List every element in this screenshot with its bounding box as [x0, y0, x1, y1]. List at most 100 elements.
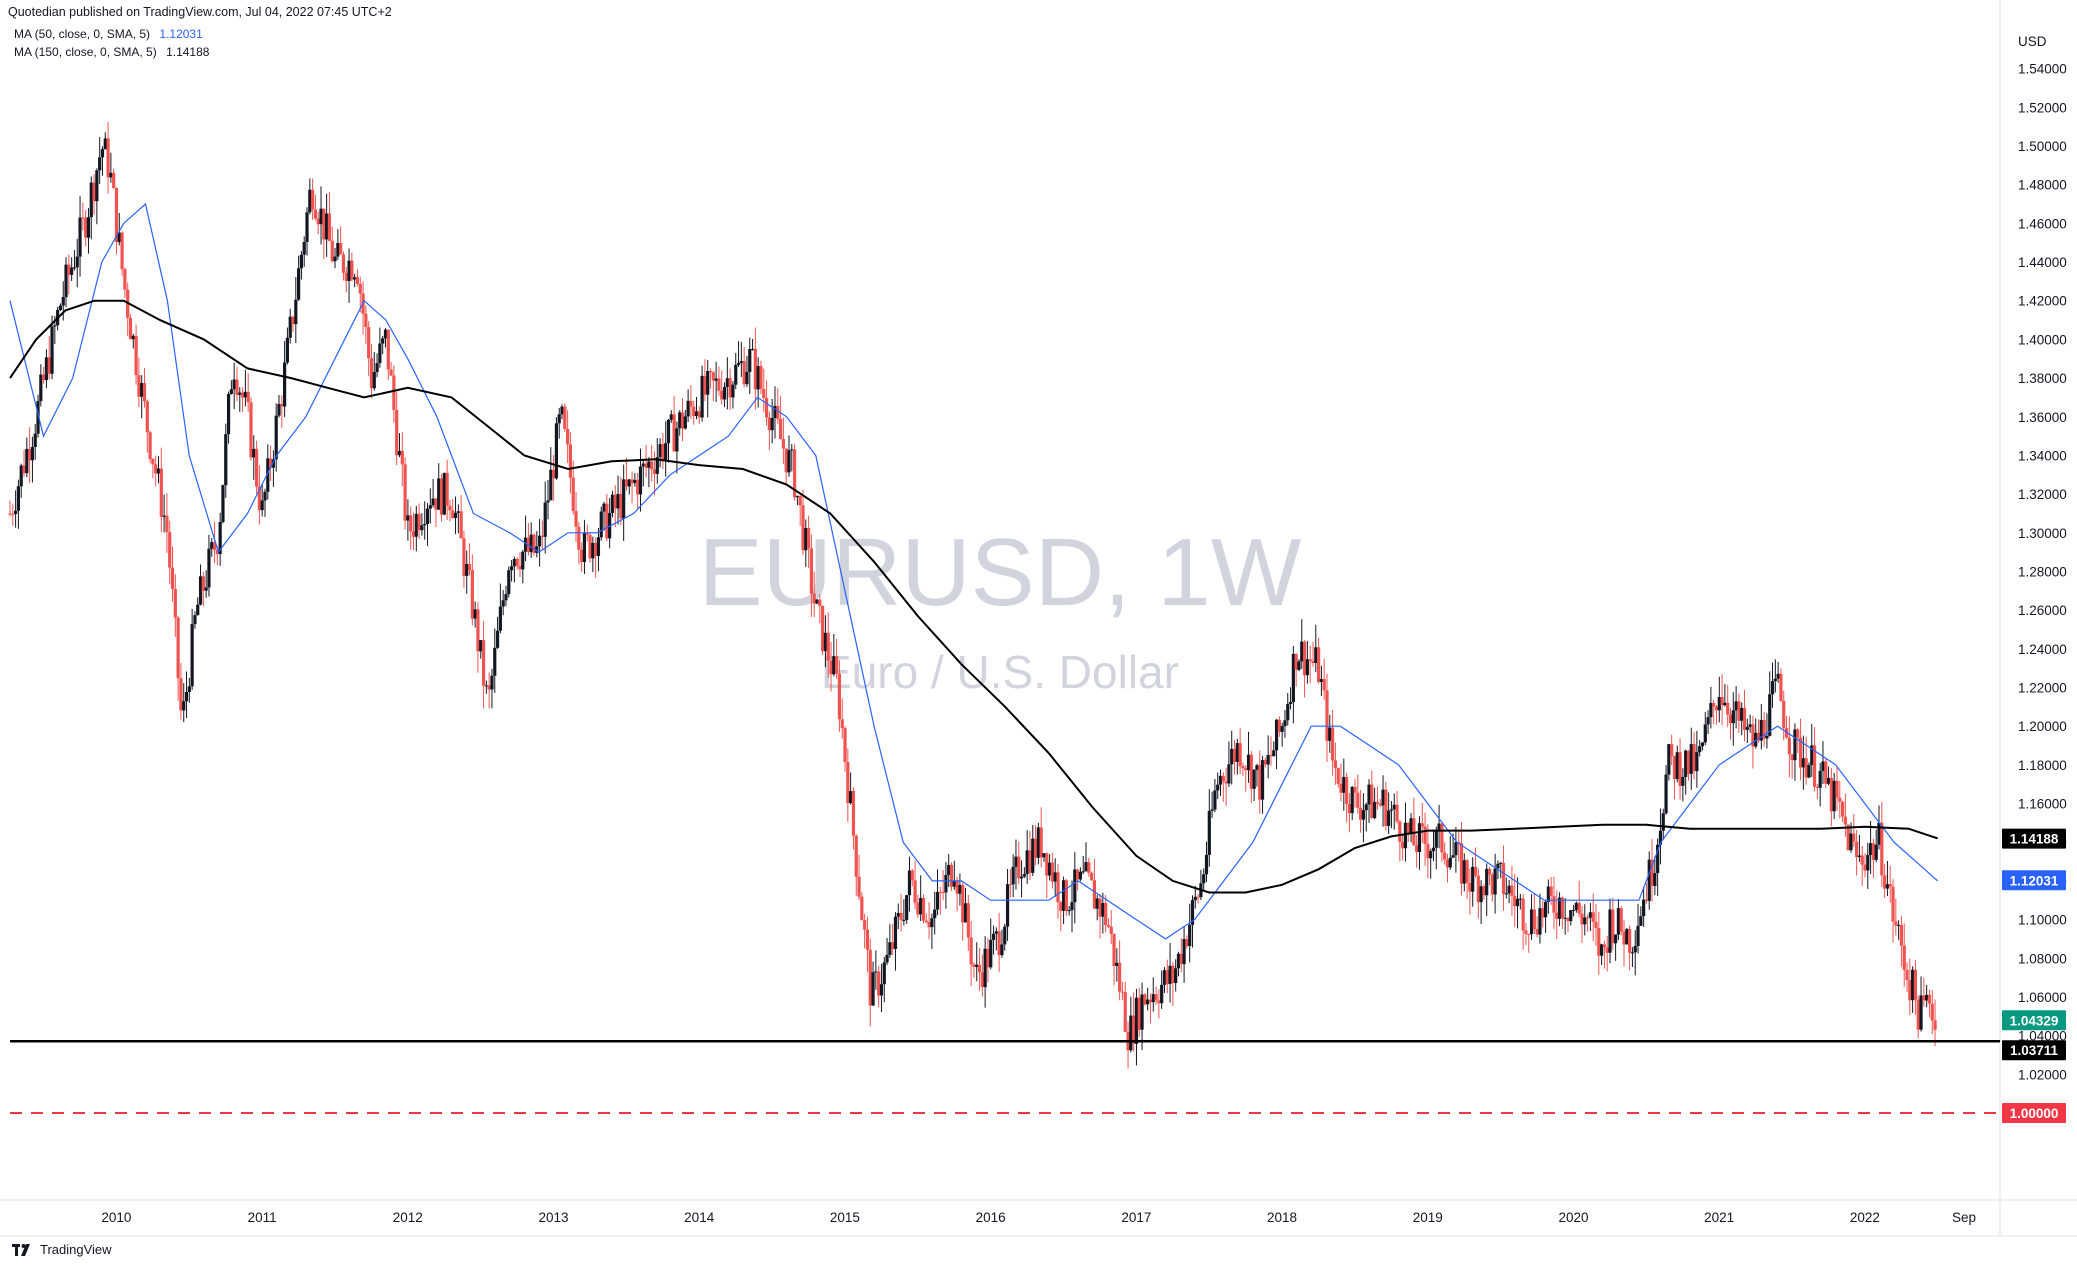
candle-body	[787, 450, 791, 473]
candle-body	[498, 606, 502, 631]
candle-body	[1773, 678, 1777, 682]
candle-body	[1067, 910, 1071, 912]
candle-body	[1644, 899, 1649, 901]
candle-body	[756, 366, 760, 390]
candle-body	[109, 172, 113, 178]
x-tick-label: 2020	[1558, 1210, 1588, 1225]
candle-body	[689, 400, 693, 407]
candle-body	[1028, 850, 1032, 873]
ma150-legend[interactable]: MA (150, close, 0, SMA, 5) 1.14188	[14, 45, 209, 59]
candle-body	[14, 510, 18, 515]
candle-body	[792, 449, 797, 498]
candle-body	[764, 397, 769, 418]
candle-body	[580, 549, 584, 563]
candle-body	[1154, 994, 1158, 1001]
candle-body	[941, 892, 945, 894]
candle-body	[1076, 869, 1080, 880]
candle-body	[1022, 874, 1026, 877]
candle-body	[1202, 874, 1206, 884]
candle-body	[238, 392, 242, 395]
candle-body	[1919, 995, 1923, 1030]
candle-body	[902, 919, 906, 921]
candle-body	[818, 599, 822, 606]
candle-body	[975, 964, 979, 967]
candle-body	[1619, 908, 1623, 932]
candle-body	[916, 902, 920, 915]
candle-body	[535, 546, 539, 553]
candle-body	[1678, 752, 1682, 786]
candle-body	[1333, 760, 1338, 768]
candle-body	[235, 379, 239, 395]
candle-body	[997, 931, 1001, 956]
candle-body	[190, 624, 194, 687]
candle-body	[1557, 897, 1562, 919]
candle-body	[1109, 926, 1113, 934]
candle-body	[1852, 833, 1856, 842]
candle-body	[420, 525, 424, 531]
candle-body	[1543, 901, 1548, 918]
candle-body	[369, 358, 374, 389]
candle-body	[1681, 777, 1685, 786]
candle-body	[591, 542, 595, 559]
candle-body	[78, 217, 82, 257]
candle-body	[874, 971, 878, 973]
candle-body	[1345, 776, 1349, 804]
y-tick-label: 1.38000	[2018, 371, 2067, 386]
candle-body	[938, 891, 942, 893]
candle-body	[879, 984, 884, 996]
candle-body	[353, 277, 357, 280]
candle-body	[1608, 909, 1612, 953]
candle-body	[479, 640, 483, 652]
candle-body	[708, 371, 713, 373]
candle-body	[935, 891, 940, 910]
candle-body	[308, 189, 312, 213]
candle-body	[1667, 744, 1671, 775]
candle-body	[367, 327, 371, 359]
candle-body	[428, 505, 432, 509]
candle-body	[1740, 707, 1744, 721]
candle-body	[700, 375, 704, 418]
candle-body	[1375, 801, 1380, 804]
candle-body	[159, 468, 163, 517]
candle-body	[739, 361, 743, 363]
candle-body	[176, 617, 180, 679]
candle-body	[930, 918, 934, 928]
candle-body	[1866, 854, 1870, 871]
candle-body	[100, 149, 105, 158]
ma50-legend[interactable]: MA (50, close, 0, SMA, 5) 1.12031	[14, 27, 203, 41]
candle-body	[44, 357, 49, 381]
candle-body	[249, 402, 253, 458]
candle-body	[1182, 939, 1186, 965]
candle-body	[1443, 852, 1447, 860]
candle-body	[1583, 917, 1587, 925]
candle-body	[1801, 758, 1805, 768]
candle-body	[411, 531, 416, 537]
candle-body	[1490, 874, 1494, 895]
candle-body	[140, 383, 144, 397]
y-tick-label: 1.28000	[2018, 564, 2067, 579]
candle-body	[1832, 780, 1836, 812]
candle-body	[762, 389, 766, 398]
candle-body	[148, 432, 152, 459]
candle-body	[714, 378, 718, 381]
candle-body	[42, 374, 46, 381]
candle-body	[1768, 694, 1772, 736]
candle-body	[1880, 822, 1884, 876]
candle-body	[470, 570, 474, 619]
candle-body	[610, 494, 615, 513]
candle-body	[1804, 758, 1808, 778]
candle-body	[81, 217, 85, 219]
tradingview-brand[interactable]: TradingView	[12, 1242, 112, 1257]
y-tick-label: 1.42000	[2018, 294, 2067, 309]
candle-body	[773, 405, 777, 419]
candle-body	[812, 593, 816, 604]
candle-body	[1462, 860, 1466, 884]
candle-body	[1639, 916, 1643, 926]
candle-body	[226, 393, 231, 435]
candle-body	[568, 444, 573, 478]
price-tag-bg	[2002, 870, 2066, 891]
candle-body	[417, 513, 421, 531]
candle-body	[748, 349, 752, 372]
candle-body	[1675, 752, 1679, 779]
